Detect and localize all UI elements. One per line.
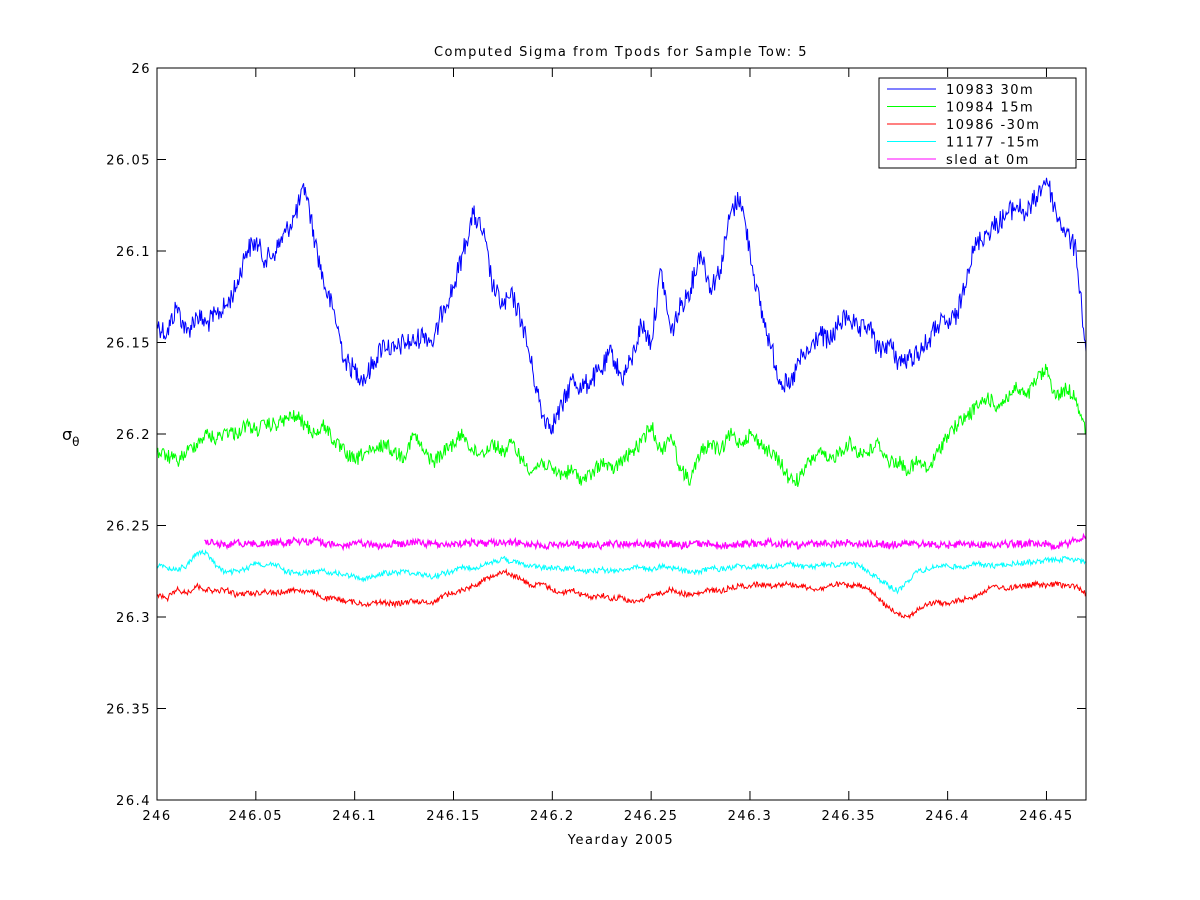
- legend-entry: 10986 -30m: [946, 118, 1040, 133]
- legend: 10983 30m 10984 15m 10986 -30m 11177 -15m sl…: [878, 77, 1077, 169]
- series-line-1: [156, 177, 1087, 435]
- y-axis-tick-labels: 26 26.05 26.1 26.15 26.2 26.25 26.3 26.35 26.4: [106, 62, 151, 809]
- x-tick-label: 246.15: [426, 809, 481, 824]
- y-tick-label: 26.15: [106, 337, 151, 352]
- x-tick-label: 246.25: [624, 809, 679, 824]
- axis-ticks: [156, 67, 1086, 801]
- y-tick-label: 26.1: [116, 245, 151, 260]
- legend-entry: 11177 -15m: [946, 136, 1040, 151]
- x-tick-label: 246.35: [822, 809, 877, 824]
- series-line-4: [156, 549, 1087, 595]
- series-line-3: [156, 567, 1087, 620]
- series-line-5: [204, 532, 1087, 552]
- x-axis-label: Yearday 2005: [567, 833, 674, 848]
- chart-title: Computed Sigma from Tpods for Sample Tow…: [434, 45, 808, 60]
- x-tick-label: 246: [142, 809, 171, 824]
- y-tick-label: 26.4: [116, 794, 151, 809]
- legend-box: [878, 77, 1077, 169]
- y-tick-label: 26.2: [116, 428, 151, 443]
- x-tick-label: 246.2: [530, 809, 575, 824]
- y-tick-label: 26: [131, 62, 151, 77]
- y-tick-label: 26.3: [116, 611, 151, 626]
- x-tick-label: 246.4: [925, 809, 970, 824]
- x-tick-label: 246.1: [332, 809, 377, 824]
- series-line-2: [156, 363, 1087, 488]
- y-axis-label-subscript: θ: [72, 435, 79, 449]
- y-axis-label-symbol: σ: [62, 425, 72, 444]
- plot-area: [156, 177, 1087, 620]
- x-tick-label: 246.45: [1019, 809, 1074, 824]
- y-tick-label: 26.05: [106, 154, 151, 169]
- y-axis-label: σθ: [62, 425, 79, 449]
- x-tick-label: 246.05: [229, 809, 284, 824]
- y-tick-label: 26.35: [106, 703, 151, 718]
- x-tick-label: 246.3: [728, 809, 773, 824]
- x-axis-tick-labels: 246 246.05 246.1 246.15 246.2 246.25 246.3 246.…: [142, 809, 1074, 824]
- legend-entry: 10983 30m: [946, 83, 1034, 98]
- y-tick-label: 26.25: [106, 520, 151, 535]
- axes-frame: [156, 67, 1087, 801]
- legend-entry: 10984 15m: [946, 101, 1034, 116]
- legend-entry: sled at 0m: [946, 153, 1030, 168]
